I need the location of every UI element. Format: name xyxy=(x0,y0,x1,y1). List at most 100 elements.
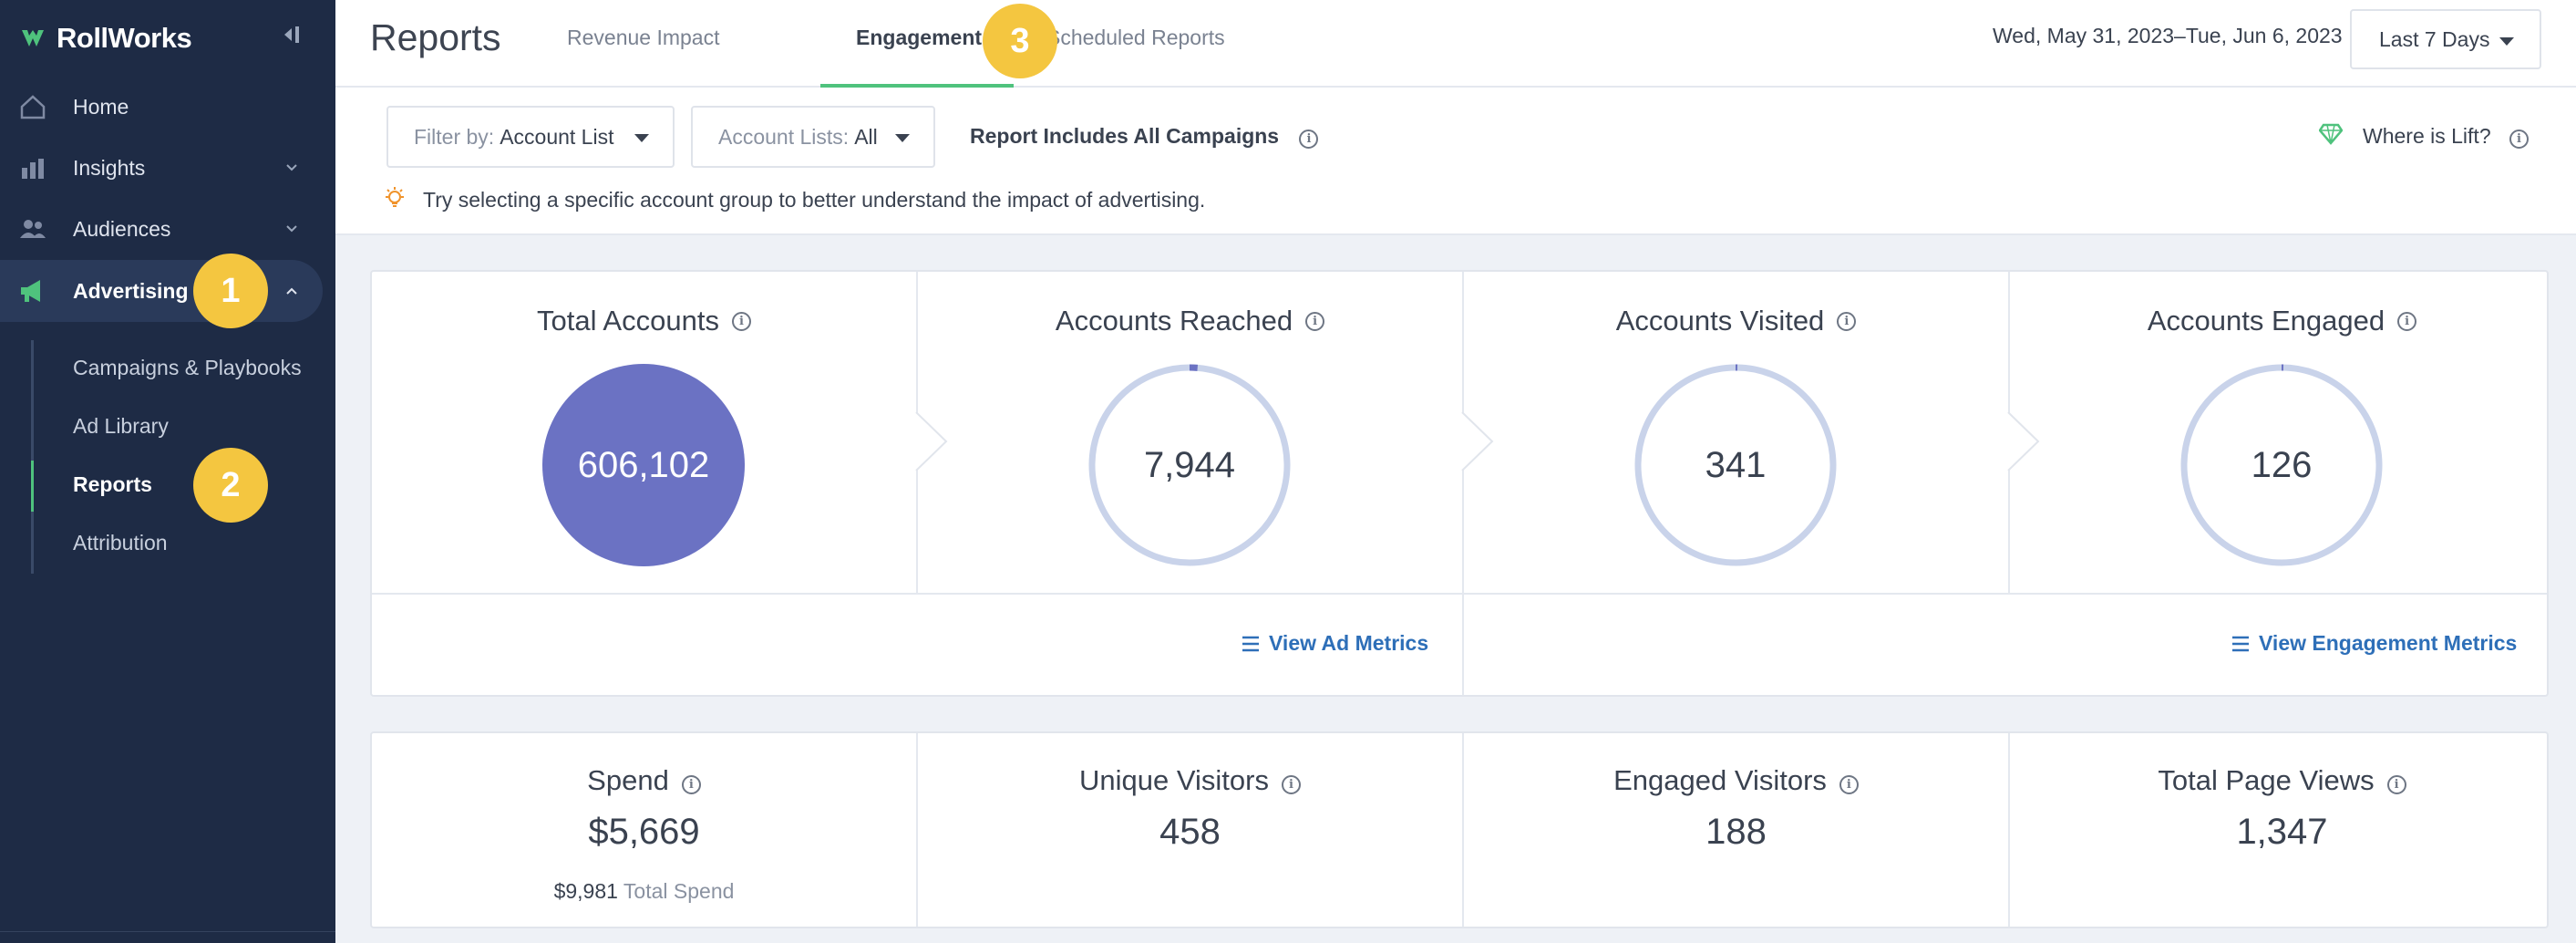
report-scope-note: Report Includes All Campaigns i xyxy=(970,124,1319,149)
funnel-step-title: Accounts Engaged i xyxy=(2010,305,2554,337)
funnel-step-title-text: Accounts Engaged xyxy=(2147,305,2385,337)
funnel-step-title-text: Total Accounts xyxy=(537,305,719,337)
funnel-step-value: 7,944 xyxy=(1143,444,1236,485)
funnel-step-title: Accounts Visited i xyxy=(1464,305,2008,337)
info-icon[interactable]: i xyxy=(731,312,751,331)
funnel-step-title: Total Accounts i xyxy=(372,305,916,337)
info-icon[interactable]: i xyxy=(2509,130,2529,149)
total-spend-value: $9,981 xyxy=(553,879,618,903)
account-lists-value: All xyxy=(854,124,878,149)
period-dropdown[interactable]: Last 7 Days xyxy=(2350,9,2541,69)
funnel-progress-arc xyxy=(2180,364,2383,566)
funnel-progress-arc xyxy=(1634,364,1837,566)
collapse-sidebar-icon[interactable] xyxy=(281,24,308,47)
info-icon[interactable]: i xyxy=(681,775,701,794)
info-icon[interactable]: i xyxy=(1299,130,1319,149)
insights-icon xyxy=(22,159,44,179)
view-engagement-metrics-label: View Engagement Metrics xyxy=(2259,631,2518,655)
sidebar-item-campaigns-playbooks[interactable]: Campaigns & Playbooks xyxy=(73,356,302,379)
info-icon[interactable]: i xyxy=(1305,312,1325,331)
summary-metrics-card: Spend i $5,669 $9,981 Total Spend Unique … xyxy=(370,731,2549,928)
lightbulb-icon xyxy=(386,187,404,207)
top-header xyxy=(335,0,2576,88)
step-badge-3: 3 xyxy=(983,4,1057,78)
list-icon xyxy=(2232,636,2249,651)
metric-title: Spend i xyxy=(372,764,916,797)
tab-revenue-impact[interactable]: Revenue Impact xyxy=(567,26,720,49)
step-badge-1: 1 xyxy=(193,254,268,328)
diamond-icon xyxy=(2319,123,2343,145)
tip-text: Try selecting a specific account group t… xyxy=(423,188,1206,212)
rollworks-logo-icon xyxy=(22,30,44,47)
sidebar-item-label: Home xyxy=(73,94,129,119)
metric-spend: Spend i $5,669 $9,981 Total Spend xyxy=(372,733,916,927)
sidebar-item-advertising[interactable]: Advertising xyxy=(0,260,323,322)
funnel-step-value: 606,102 xyxy=(577,444,710,485)
caret-down-icon xyxy=(634,134,649,142)
sidebar-item-label: Insights xyxy=(73,155,146,180)
accounts-reached-ring: 7,944 xyxy=(1087,363,1292,567)
tip-message: Try selecting a specific account group t… xyxy=(386,187,1206,212)
sidebar: RollWorks Home Insights Audiences Advert… xyxy=(0,0,335,943)
total-spend-label: Total Spend xyxy=(623,879,735,903)
date-range-label: Wed, May 31, 2023–Tue, Jun 6, 2023 xyxy=(1993,24,2343,47)
funnel-arrow-icon xyxy=(915,412,948,471)
funnel-step-total-accounts: Total Accounts i 606,102 xyxy=(372,272,916,593)
filter-by-value: Account List xyxy=(500,124,614,149)
sidebar-divider xyxy=(0,931,335,932)
info-icon[interactable]: i xyxy=(1839,775,1859,794)
chevron-down-icon xyxy=(286,164,297,171)
submenu-guide xyxy=(31,340,34,574)
metric-title: Total Page Views i xyxy=(2010,764,2554,797)
period-dropdown-value: Last 7 Days xyxy=(2379,26,2490,51)
sidebar-item-reports[interactable]: Reports xyxy=(73,472,152,496)
rollworks-logo[interactable]: RollWorks xyxy=(20,22,192,55)
funnel-step-accounts-visited: Accounts Visited i 341 xyxy=(1464,272,2008,593)
caret-down-icon xyxy=(895,134,910,142)
account-lists-dropdown[interactable]: Account Lists: All xyxy=(691,106,935,168)
info-icon[interactable]: i xyxy=(2397,312,2417,331)
view-ad-metrics-label: View Ad Metrics xyxy=(1269,631,1429,655)
info-icon[interactable]: i xyxy=(2386,775,2406,794)
report-scope-text: Report Includes All Campaigns xyxy=(970,124,1280,148)
accounts-visited-ring: 341 xyxy=(1633,363,1838,567)
list-icon xyxy=(1242,636,1259,651)
view-ad-metrics-link[interactable]: View Ad Metrics xyxy=(1242,631,1428,656)
sidebar-item-home[interactable]: Home xyxy=(0,76,323,138)
caret-down-icon xyxy=(2499,37,2514,46)
metric-value: 1,347 xyxy=(2236,812,2328,852)
tab-scheduled-reports[interactable]: Scheduled Reports xyxy=(1046,26,1225,49)
filter-by-dropdown[interactable]: Filter by: Account List xyxy=(386,106,675,168)
step-badge-2: 2 xyxy=(193,448,268,523)
metric-value: $5,669 xyxy=(588,812,700,852)
metric-title: Engaged Visitors i xyxy=(1464,764,2008,797)
submenu-active-indicator xyxy=(31,461,34,512)
funnel-progress-arc xyxy=(1088,364,1291,566)
metric-value: 188 xyxy=(1705,812,1767,852)
funnel-step-title-text: Accounts Reached xyxy=(1055,305,1293,337)
accounts-engaged-ring: 126 xyxy=(2179,363,2384,567)
metric-title-text: Spend xyxy=(587,764,669,796)
funnel-step-title: Accounts Reached i xyxy=(918,305,1462,337)
where-is-lift[interactable]: Where is Lift? i xyxy=(2319,123,2529,149)
home-icon xyxy=(20,95,46,119)
sidebar-item-insights[interactable]: Insights xyxy=(0,137,323,199)
funnel-step-value: 126 xyxy=(2251,444,2313,485)
funnel-arrow-icon xyxy=(1461,412,1494,471)
info-icon[interactable]: i xyxy=(1281,775,1301,794)
metric-title-text: Engaged Visitors xyxy=(1613,764,1827,796)
info-icon[interactable]: i xyxy=(1837,312,1857,331)
sidebar-item-label: Advertising xyxy=(73,278,189,303)
view-engagement-metrics-link[interactable]: View Engagement Metrics xyxy=(2231,631,2517,656)
metric-title: Unique Visitors i xyxy=(918,764,1462,797)
funnel-arrow-icon xyxy=(2007,412,2040,471)
total-accounts-circle: 606,102 xyxy=(541,363,746,567)
sidebar-item-audiences[interactable]: Audiences xyxy=(0,198,323,260)
sidebar-item-attribution[interactable]: Attribution xyxy=(73,531,168,554)
audiences-icon xyxy=(20,220,46,238)
metric-title-text: Total Page Views xyxy=(2158,764,2375,796)
tab-engagement[interactable]: Engagement xyxy=(856,26,983,49)
funnel-step-title-text: Accounts Visited xyxy=(1615,305,1825,337)
metric-divider xyxy=(2008,733,2010,927)
sidebar-item-ad-library[interactable]: Ad Library xyxy=(73,414,169,438)
